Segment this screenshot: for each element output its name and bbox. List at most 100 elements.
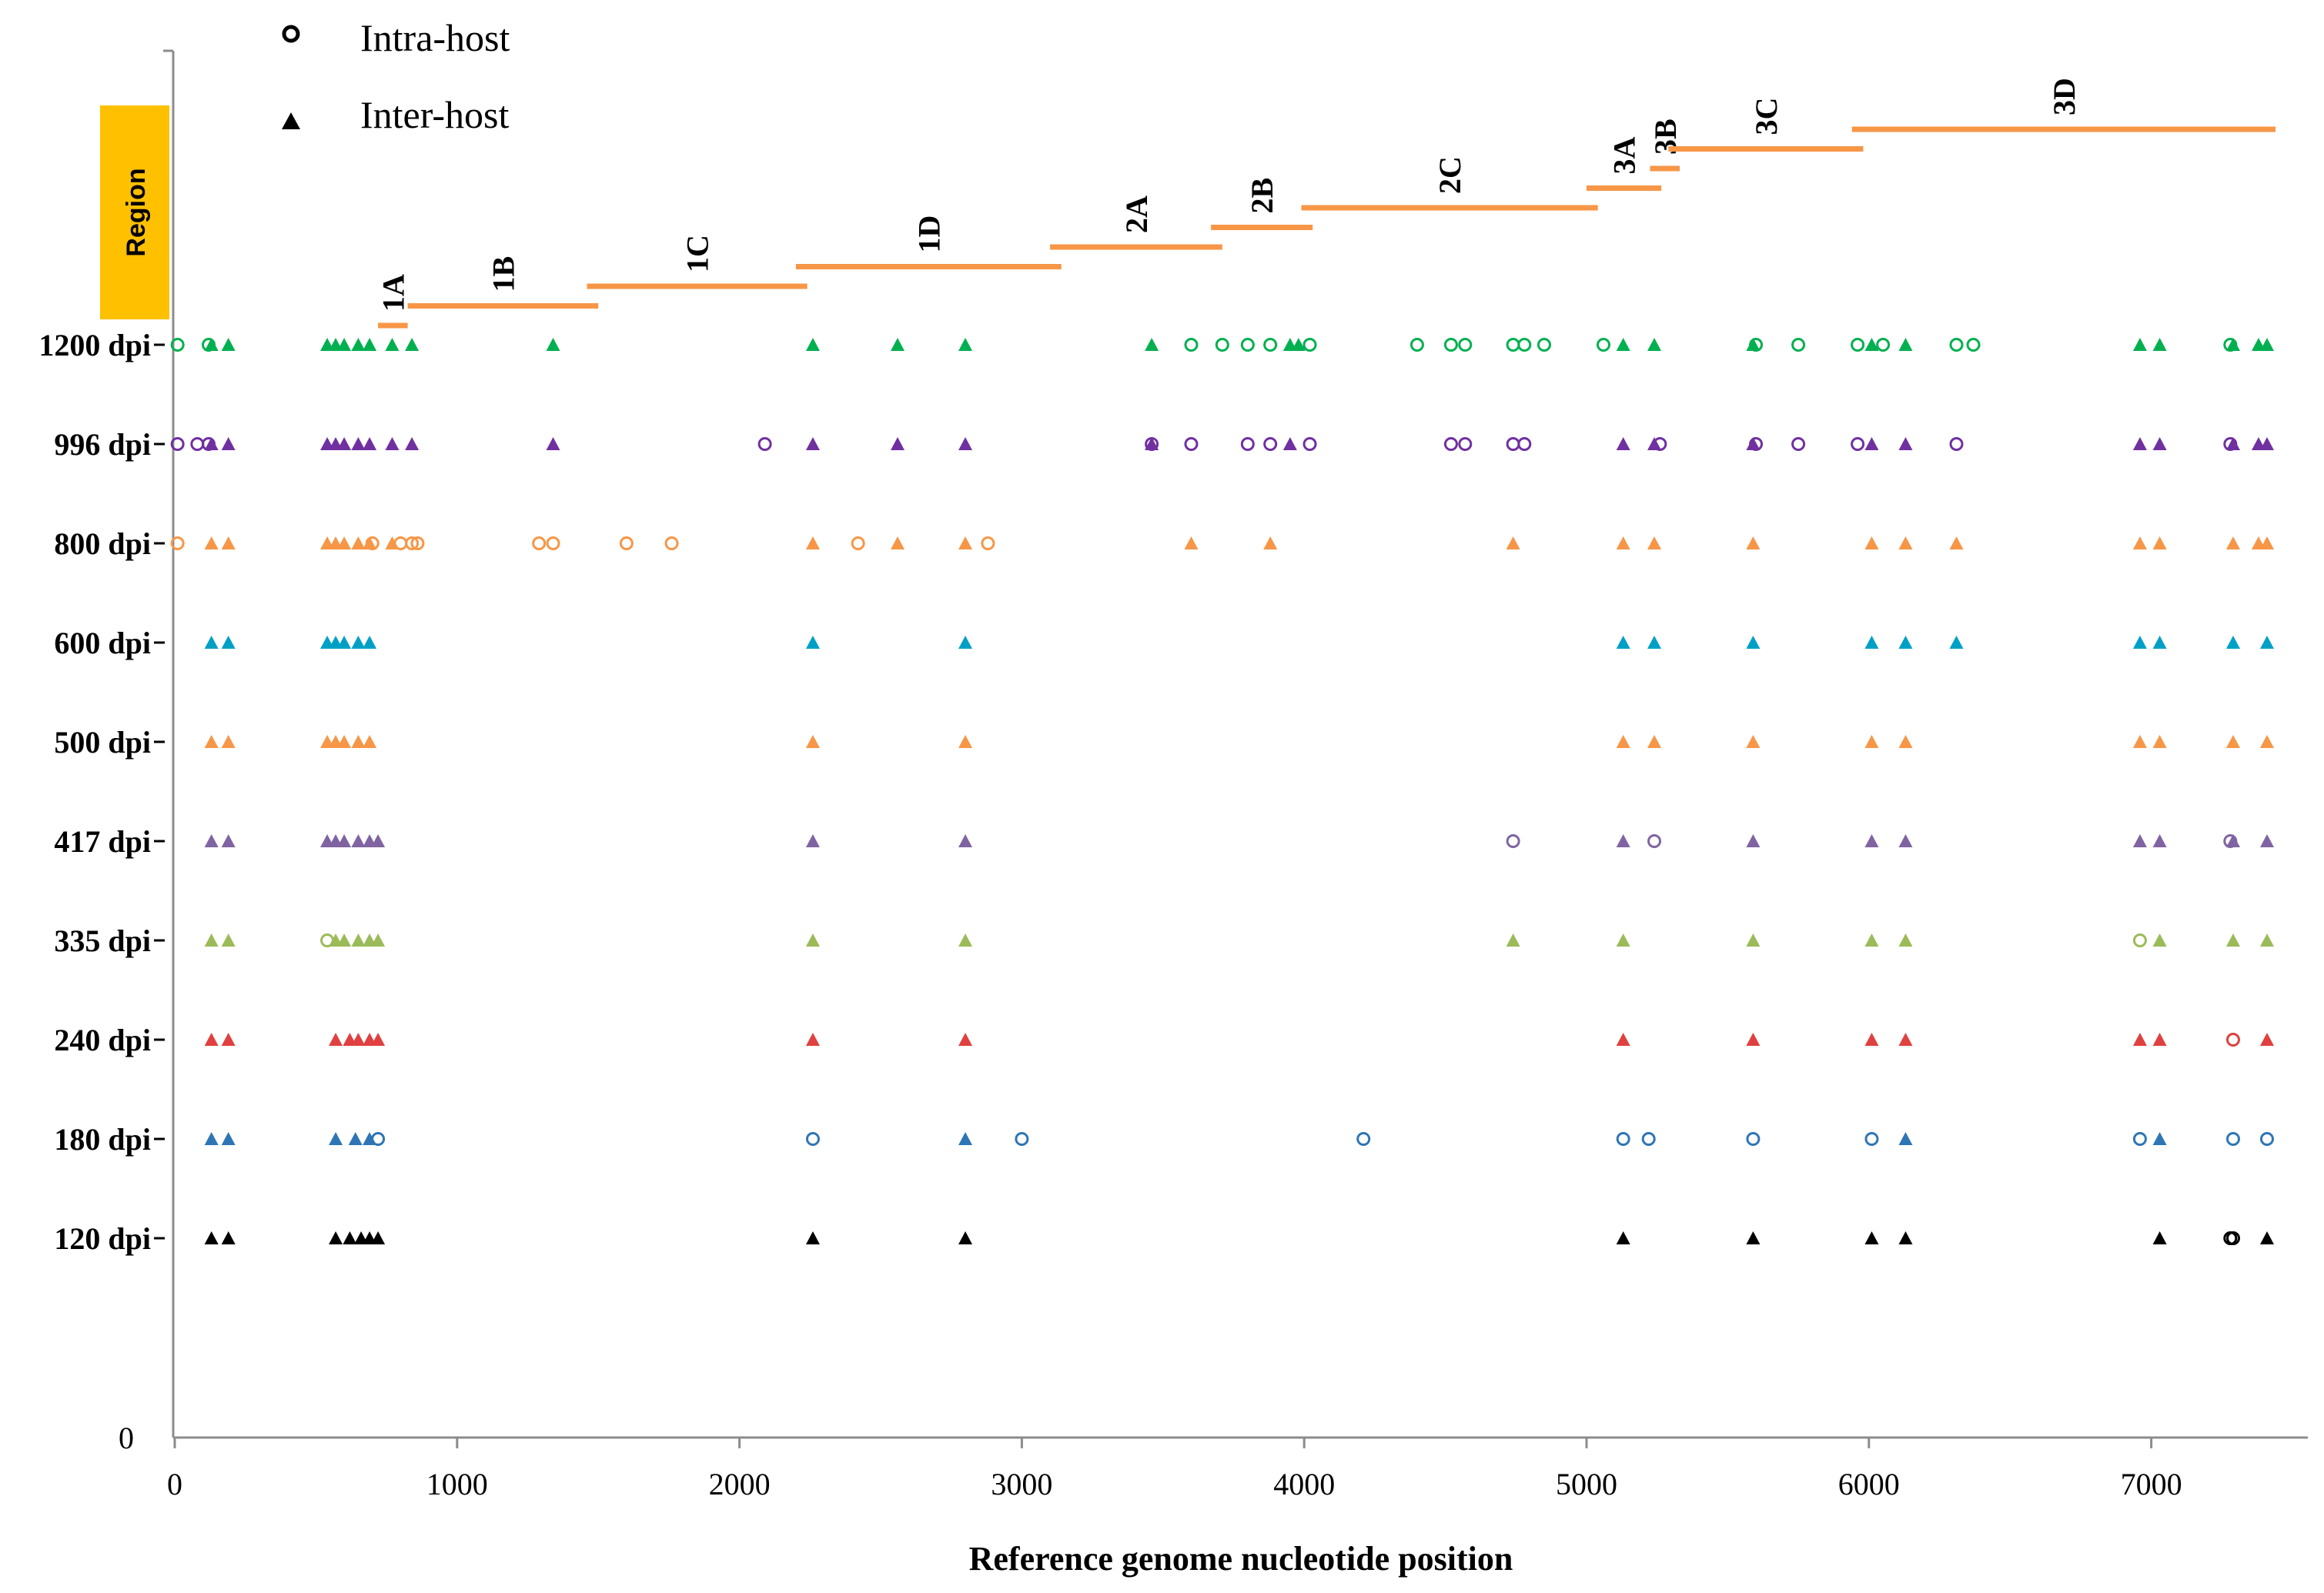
intra-host-point [190,437,205,451]
intra-host-point [1240,338,1255,352]
intra-host-point [1458,437,1473,451]
inter-host-point [2132,338,2147,351]
x-tick-label: 1000 [426,1467,488,1501]
region-label-1b: 1B [486,256,520,292]
x-tick-label: 5000 [1556,1467,1617,1501]
inter-host-point [1506,536,1520,549]
inter-host-point [1864,636,1879,649]
inter-host-point [1898,1033,1913,1046]
inter-host-point [221,1132,236,1145]
inter-host-point [1898,735,1913,748]
inter-host-point [337,536,352,549]
inter-host-point [221,933,236,947]
intra-host-point [1184,437,1199,451]
inter-host-point [204,933,219,947]
intra-host-point [170,536,185,550]
inter-host-point [2132,536,2147,549]
inter-host-point [2132,735,2147,748]
inter-host-point [385,338,400,351]
inter-host-point [1647,735,1662,748]
inter-host-point [1864,834,1879,847]
inter-host-point [1616,735,1630,748]
inter-host-point [1616,1231,1630,1244]
inter-host-point [2225,933,2240,947]
legend: Intra-host Inter-host [282,16,510,136]
inter-host-point [958,933,973,947]
inter-host-point [1616,834,1630,847]
x-axis-label: Reference genome nucleotide position [969,1540,1513,1578]
x-tick-label: 2000 [709,1467,771,1501]
x-tick-label: 6000 [1838,1467,1900,1501]
inter-host-point [204,1132,219,1145]
inter-host-point [2259,1231,2274,1244]
inter-host-point [337,933,352,947]
intra-host-point [1517,338,1532,352]
inter-host-point [805,834,820,847]
inter-host-point [2225,437,2240,450]
inter-host-point [221,1231,236,1244]
y-tick-label: 417 dpi [54,824,151,859]
inter-host-point [805,338,820,351]
inter-host-point [1647,338,1662,351]
y-tick-label: 800 dpi [54,526,151,561]
inter-host-point [1616,636,1630,649]
intra-host-point [1517,437,1532,451]
inter-host-point [958,536,973,549]
intra-host-point [1184,338,1199,352]
inter-host-point [1898,1132,1913,1145]
inter-host-point [351,1033,366,1046]
inter-host-point [1746,1033,1761,1046]
inter-host-point [351,834,366,847]
y-labels: 1200 dpi 996 dpi 800 dpi 600 dpi 500 dpi 417 … [38,328,165,1256]
inter-host-point [221,735,236,748]
intra-host-point [1506,834,1520,848]
intra-host-point [1240,437,1255,451]
intra-host-point [1864,1132,1879,1146]
inter-host-point [2259,1033,2274,1046]
inter-host-point [1746,437,1761,450]
inter-host-point [1864,437,1879,450]
intra-host-point [1746,1132,1761,1146]
inter-host-point [1898,338,1913,351]
x-tick-label: 3000 [991,1467,1052,1501]
inter-host-point [2132,1033,2147,1046]
inter-host-point [1616,933,1630,947]
inter-host-point [1616,338,1630,351]
inter-host-point [805,1033,820,1046]
inter-host-point [204,735,219,748]
intra-host-point [2132,1132,2147,1146]
inter-host-point [2225,636,2240,649]
inter-host-point [1282,437,1297,450]
inter-host-point [2225,338,2240,351]
inter-host-point [1145,437,1159,450]
inter-host-point [958,834,973,847]
inter-host-point [2152,735,2167,748]
legend-triangle-marker [282,112,300,129]
inter-host-point [1898,834,1913,847]
inter-host-point [2152,437,2167,450]
inter-host-point [1746,636,1761,649]
inter-host-point [221,834,236,847]
inter-host-point [2152,1132,2167,1145]
inter-host-point [221,536,236,549]
intra-host-point [1458,338,1473,352]
inter-host-point [351,338,366,351]
y-tick-label: 996 dpi [54,427,151,462]
inter-host-point [1898,636,1913,649]
inter-host-point [958,636,973,649]
inter-host-point [204,536,219,549]
x-ticks: 0 1000 2000 3000 4000 5000 6000 7000 [167,1438,2182,1501]
intra-host-point [1616,1132,1630,1146]
inter-host-point [1746,933,1761,947]
inter-host-point [805,933,820,947]
region-label-3d: 3D [2047,78,2082,115]
intra-host-point [1443,338,1458,352]
y-tick-label: 335 dpi [54,923,151,958]
y-tick-label: 1200 dpi [38,328,151,362]
region-box [100,105,169,319]
inter-host-point [1616,437,1630,450]
intra-host-point [1506,437,1520,451]
intra-host-point [532,536,547,550]
inter-host-point [363,636,377,649]
inter-host-point [329,1132,343,1145]
